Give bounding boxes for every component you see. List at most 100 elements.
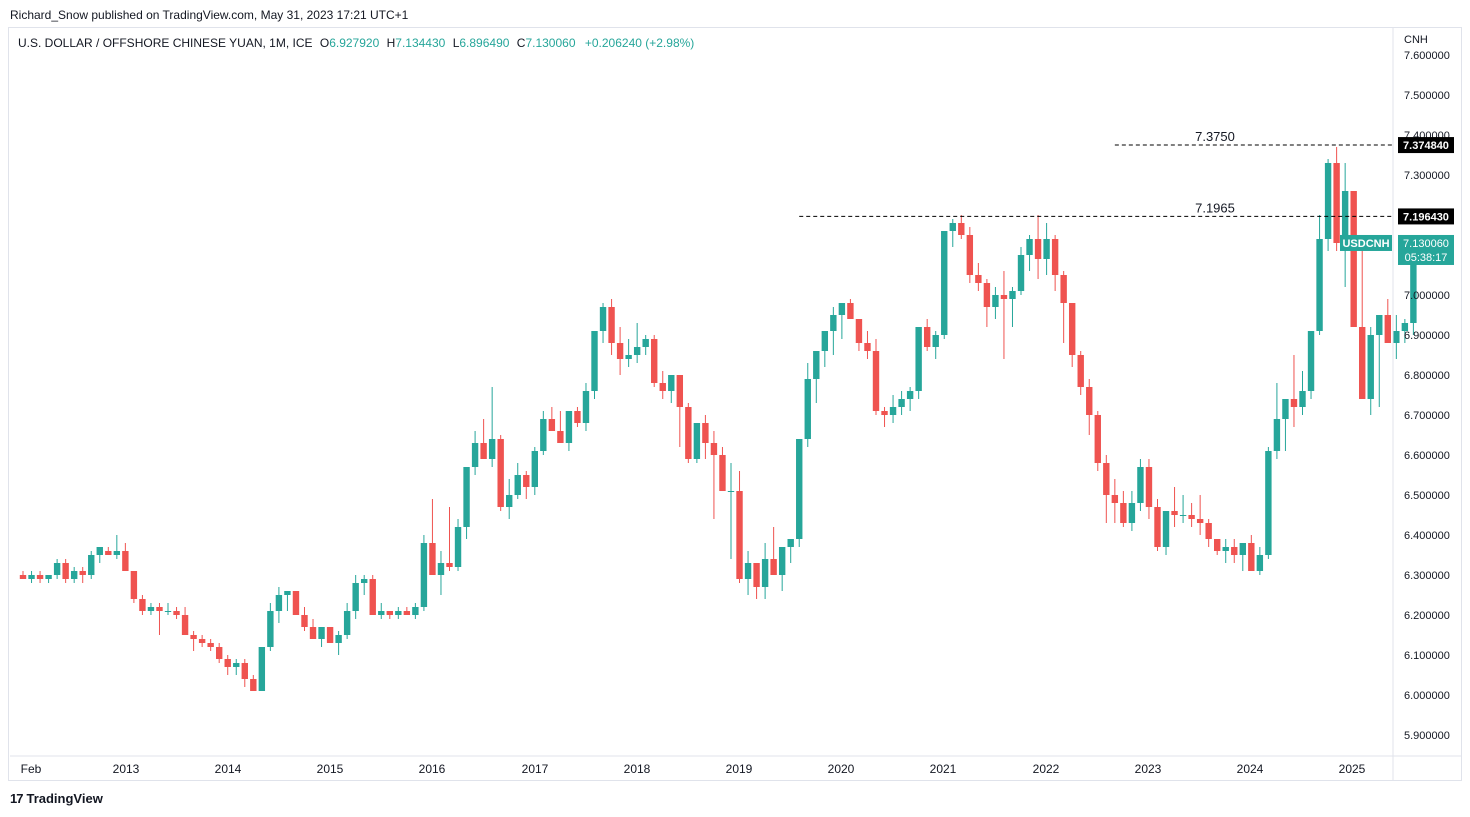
candle-body	[395, 611, 402, 615]
candle-body	[1384, 315, 1391, 343]
candle	[855, 319, 863, 351]
candle	[1239, 543, 1246, 571]
candle	[53, 559, 61, 579]
candle-body	[1094, 415, 1101, 463]
candle-body	[36, 575, 44, 579]
candle	[1060, 271, 1067, 343]
candle-body	[164, 611, 172, 612]
candle-body	[1017, 255, 1025, 291]
candle	[352, 575, 359, 619]
candle	[1290, 355, 1298, 427]
candle	[975, 263, 982, 291]
candle	[1051, 235, 1059, 291]
candle	[710, 431, 718, 519]
candle-body	[1128, 503, 1136, 523]
candle	[1384, 299, 1391, 343]
candle	[872, 339, 880, 415]
level-price-tag	[1398, 137, 1454, 154]
y-tick-label: 6.500000	[1404, 490, 1450, 502]
candle-body	[685, 407, 692, 459]
y-tick-label: 6.800000	[1404, 370, 1450, 382]
candle	[378, 603, 385, 619]
candle-body	[1341, 191, 1349, 243]
candle	[616, 327, 624, 375]
candle	[395, 607, 402, 619]
level-price-value: 7.374840	[1403, 140, 1449, 152]
candle-body	[147, 607, 155, 611]
candle-body	[838, 303, 846, 315]
candle	[309, 619, 317, 639]
candle	[1231, 539, 1238, 563]
candle	[62, 559, 69, 583]
candle	[727, 463, 735, 559]
candle	[1103, 455, 1110, 523]
candle	[992, 287, 999, 319]
y-tick-label: 6.100000	[1404, 650, 1450, 662]
candle-body	[96, 547, 103, 555]
candle	[343, 603, 351, 639]
candle-body	[233, 663, 240, 667]
candle-body	[1239, 543, 1246, 555]
candle-body	[275, 595, 283, 611]
candle-body	[941, 231, 948, 335]
candle	[915, 327, 922, 399]
candle	[1248, 535, 1255, 571]
candle-body	[923, 327, 931, 347]
candle-body	[1393, 331, 1400, 343]
candle-body	[1290, 399, 1298, 407]
current-price-tag	[1398, 234, 1454, 265]
candle-body	[864, 343, 871, 351]
level-price-value: 7.196430	[1403, 211, 1449, 223]
candle-body	[420, 543, 428, 607]
candle	[1094, 411, 1101, 471]
candle	[267, 603, 274, 651]
candle	[1077, 351, 1084, 395]
candle-body	[1231, 547, 1238, 555]
candle	[198, 635, 206, 647]
x-tick-label: 2013	[113, 762, 140, 776]
y-tick-label: 6.300000	[1404, 570, 1450, 582]
candle	[838, 303, 846, 339]
candle	[1359, 243, 1366, 399]
candle	[1009, 287, 1016, 327]
candle-body	[62, 563, 69, 579]
candle	[1265, 447, 1272, 559]
candle-body	[616, 343, 624, 359]
candle-body	[651, 339, 658, 383]
candle-body	[480, 443, 487, 459]
candle-body	[1350, 191, 1357, 327]
x-tick-label: 2014	[215, 762, 242, 776]
candle-body	[540, 419, 547, 451]
candles-layer	[19, 147, 1417, 691]
level-label: 7.1965	[1195, 200, 1235, 215]
candle	[506, 479, 513, 519]
candle-body	[514, 475, 521, 495]
change-value: +0.206240 (+2.98%)	[584, 36, 695, 50]
candle	[1000, 271, 1008, 359]
y-tick-label: 6.400000	[1404, 530, 1450, 542]
candle	[1017, 247, 1025, 295]
candle-body	[429, 543, 436, 575]
y-tick-label: 7.300000	[1404, 170, 1450, 182]
publisher-line: Richard_Snow published on TradingView.co…	[10, 8, 409, 22]
candle	[659, 371, 666, 399]
symbol-legend: U.S. DOLLAR / OFFSHORE CHINESE YUAN, 1M,…	[18, 36, 694, 50]
candle	[1145, 459, 1153, 519]
candle	[813, 351, 820, 403]
candle	[719, 447, 726, 491]
candle	[702, 415, 709, 459]
candle	[284, 591, 291, 611]
candle	[1299, 371, 1306, 415]
candle	[1188, 503, 1195, 527]
candle	[1367, 327, 1374, 415]
candle-body	[361, 579, 368, 583]
candle-body	[343, 611, 351, 635]
candle	[241, 659, 248, 687]
candle-body	[1359, 327, 1366, 399]
footer-brand[interactable]: 17 TradingView	[10, 791, 103, 806]
candle	[215, 643, 223, 663]
candle	[1086, 379, 1093, 435]
candle	[190, 631, 197, 651]
candle	[1120, 491, 1127, 527]
